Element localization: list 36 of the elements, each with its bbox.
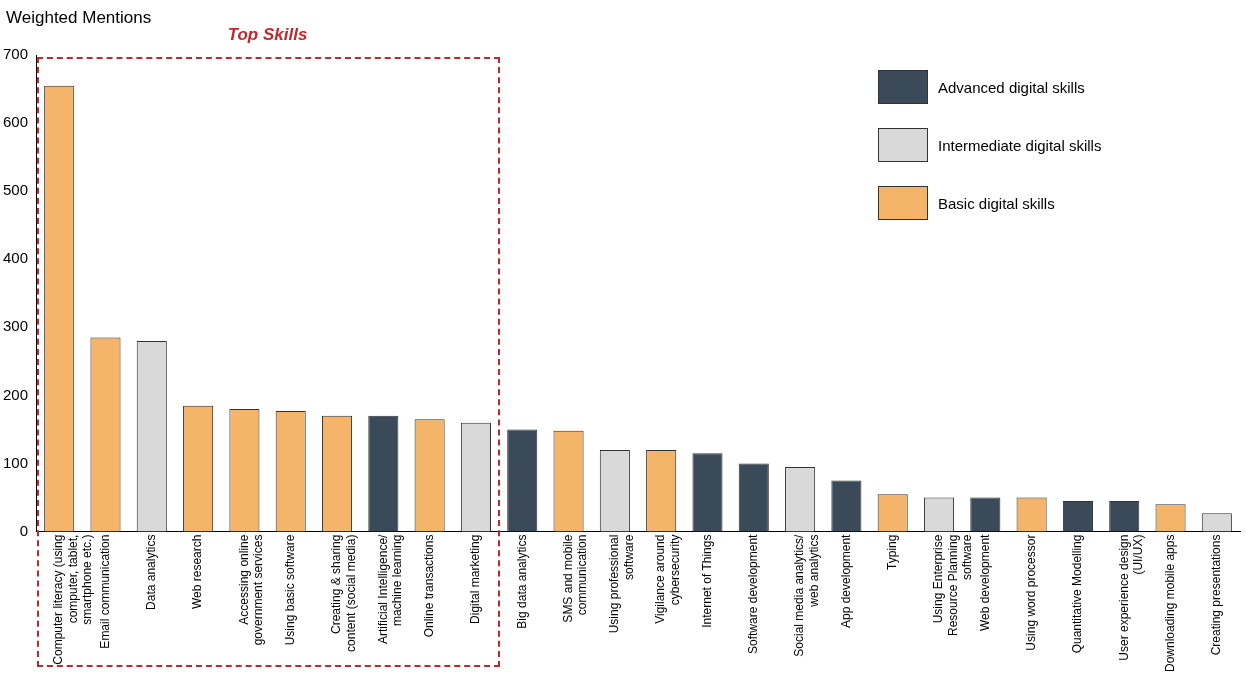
x-tick-label: Typing: [885, 534, 900, 570]
x-tick-label: Using basic software: [283, 534, 298, 646]
text: Top Skills: [227, 25, 308, 45]
x-tick-label: Downloading mobile apps: [1162, 534, 1177, 672]
y-tick-label: 700: [3, 45, 29, 63]
x-tick-label: Accessing online government services: [236, 534, 266, 646]
x-tick-label: Web development: [977, 533, 992, 632]
x-tick-label: Data analytics: [144, 534, 159, 610]
y-tick-label: 100: [3, 453, 29, 471]
x-tick-label: Using word processor: [1023, 534, 1038, 651]
legend-label: Advanced digital skills: [938, 78, 1085, 96]
x-tick-label: Internet of Things: [699, 534, 714, 628]
y-tick-label: 300: [3, 317, 29, 335]
legend-label: Intermediate digital skills: [938, 136, 1102, 154]
x-tick-label: Online transactions: [421, 534, 436, 638]
x-tick-label: Software development: [746, 533, 761, 654]
y-tick-label: 0: [19, 521, 29, 539]
y-tick-label: 600: [3, 113, 29, 131]
x-tick-label: Creating presentations: [1209, 534, 1224, 656]
y-tick-label: 400: [3, 249, 29, 267]
y-tick-label: 200: [3, 385, 29, 403]
legend-label: Basic digital skills: [938, 194, 1055, 212]
x-tick-label: Web research: [190, 534, 205, 610]
x-tick-label: Computer literacy (using computer, tablet, smartphone etc.): [51, 534, 95, 665]
x-tick-label: Creating & sharing content (social media): [329, 534, 358, 652]
x-tick-label: Email communication: [97, 534, 112, 649]
y-tick-label: 500: [3, 181, 29, 199]
x-tick-label: User experience design (UI/UX): [1116, 534, 1145, 661]
y-axis-title: Weighted Mentions: [6, 8, 152, 28]
x-tick-label: SMS and mobile communication: [560, 534, 590, 623]
x-tick-label: Quantitative Modelling: [1070, 534, 1085, 654]
x-tick-label: Social media analytics/ web analytics: [792, 533, 821, 657]
x-tick-label: Big data analytics: [514, 534, 529, 629]
x-tick-label: Digital marketing: [468, 534, 483, 624]
x-tick-label: App development: [838, 533, 853, 628]
x-tick-label: Using Enterprise Resource Planning software: [931, 534, 975, 636]
